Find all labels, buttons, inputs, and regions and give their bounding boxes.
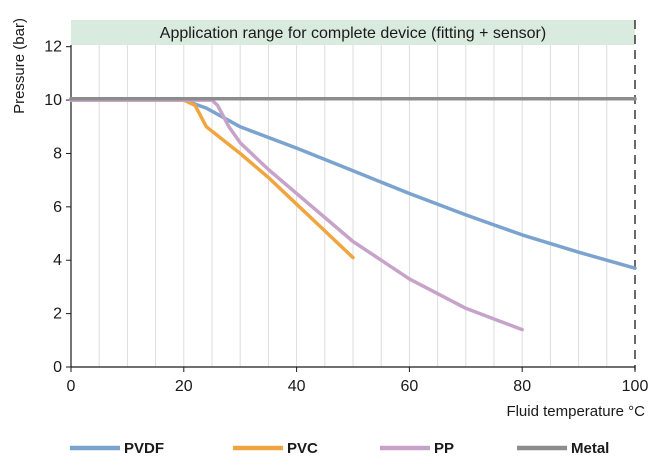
y-ticks: 0 2 4 6 8 10 12 (44, 39, 71, 376)
legend-label: PVC (287, 440, 318, 457)
x-tick-label: 20 (175, 378, 193, 395)
x-tick-label: 40 (288, 378, 306, 395)
chart-title: Application range for complete device (f… (160, 25, 546, 42)
legend-label: PP (434, 440, 454, 457)
x-tick-label: 80 (513, 378, 531, 395)
y-axis-label: Pressure (bar) (11, 18, 28, 114)
y-tick-label: 8 (53, 145, 62, 162)
y-tick-label: 10 (44, 92, 62, 109)
legend-label: Metal (571, 440, 609, 457)
application-range-banner (71, 20, 635, 45)
series-line-pp (69, 98, 524, 332)
legend: PVDF PVC PP Metal (70, 440, 609, 457)
y-tick-label: 0 (53, 359, 62, 376)
x-tick-label: 60 (401, 378, 419, 395)
y-tick-label: 6 (53, 199, 62, 216)
y-tick-label: 12 (44, 39, 62, 56)
y-tick-label: 2 (53, 306, 62, 323)
legend-label: PVDF (124, 440, 164, 457)
series-line-pvdf (69, 98, 637, 270)
series-line-pvc (97, 98, 355, 260)
x-tick-label: 100 (622, 378, 649, 395)
x-axis-label: Fluid temperature °C (506, 403, 645, 420)
x-ticks: 0 20 40 60 80 100 (67, 367, 649, 395)
x-tick-label: 0 (67, 378, 76, 395)
y-tick-label: 4 (53, 252, 62, 269)
series-lines (69, 96, 637, 332)
grid-lines (98, 45, 608, 367)
